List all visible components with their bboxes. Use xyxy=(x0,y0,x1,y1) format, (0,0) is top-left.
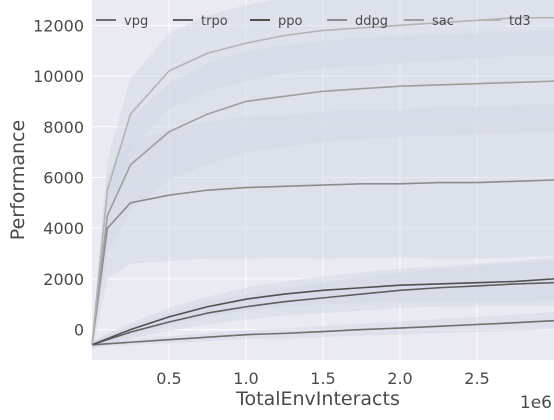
legend-label: trpo xyxy=(201,14,228,29)
x-offset-label: 1e6 xyxy=(520,393,552,413)
y-tick-label: 8000 xyxy=(43,118,84,137)
legend-label: sac xyxy=(432,14,454,29)
y-tick-label: 0 xyxy=(74,321,84,340)
x-tick-label: 1.5 xyxy=(310,369,335,388)
x-tick-label: 1.0 xyxy=(233,369,258,388)
x-tick-label: 2.0 xyxy=(387,369,412,388)
y-tick-label: 12000 xyxy=(33,16,84,35)
legend-label: td3 xyxy=(509,14,531,29)
y-tick-label: 4000 xyxy=(43,219,84,238)
y-axis-label: Performance xyxy=(7,120,29,240)
y-tick-label: 10000 xyxy=(33,67,84,86)
legend-label: vpg xyxy=(124,14,148,29)
y-tick-label: 6000 xyxy=(43,168,84,187)
legend-label: ddpg xyxy=(355,14,388,29)
x-tick-label: 2.5 xyxy=(464,369,489,388)
y-tick-label: 2000 xyxy=(43,270,84,289)
x-tick-label: 0.5 xyxy=(156,369,181,388)
x-axis-label: TotalEnvInteracts xyxy=(235,388,400,410)
legend-label: ppo xyxy=(278,14,303,29)
